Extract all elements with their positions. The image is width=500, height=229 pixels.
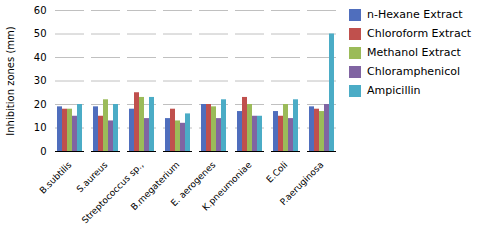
svg-text:30: 30 <box>34 75 47 86</box>
svg-text:P.aeruginosa: P.aeruginosa <box>278 160 325 207</box>
html-text:Chloramphenicol: Chloramphenicol <box>367 65 460 78</box>
svg-text:Streptococcus sp.,: Streptococcus sp., <box>80 160 146 226</box>
svg-text:Inhibition zones (mm): Inhibition zones (mm) <box>5 26 16 135</box>
svg-text:40: 40 <box>34 52 47 63</box>
svg-text:K.pneumoniae: K.pneumoniae <box>200 159 253 212</box>
svg-text:B.megaterium: B.megaterium <box>128 159 182 213</box>
svg-text:0: 0 <box>40 146 46 157</box>
svg-text:20: 20 <box>34 99 47 110</box>
svg-text:10: 10 <box>34 122 47 133</box>
svg-text:E. aerogenes: E. aerogenes <box>168 159 218 209</box>
svg-text:S.aureus: S.aureus <box>75 159 110 194</box>
html-text:Methanol Extract: Methanol Extract <box>367 46 461 59</box>
html-text:n-Hexane Extract: n-Hexane Extract <box>367 8 463 21</box>
html-text:Chloroform Extract: Chloroform Extract <box>367 27 471 40</box>
svg-text:B.subtilis: B.subtilis <box>37 159 73 195</box>
svg-text:50: 50 <box>34 28 47 39</box>
html-text:Ampicillin: Ampicillin <box>367 84 421 97</box>
svg-text:E.Coli: E.Coli <box>264 160 289 185</box>
svg-text:60: 60 <box>34 5 47 16</box>
